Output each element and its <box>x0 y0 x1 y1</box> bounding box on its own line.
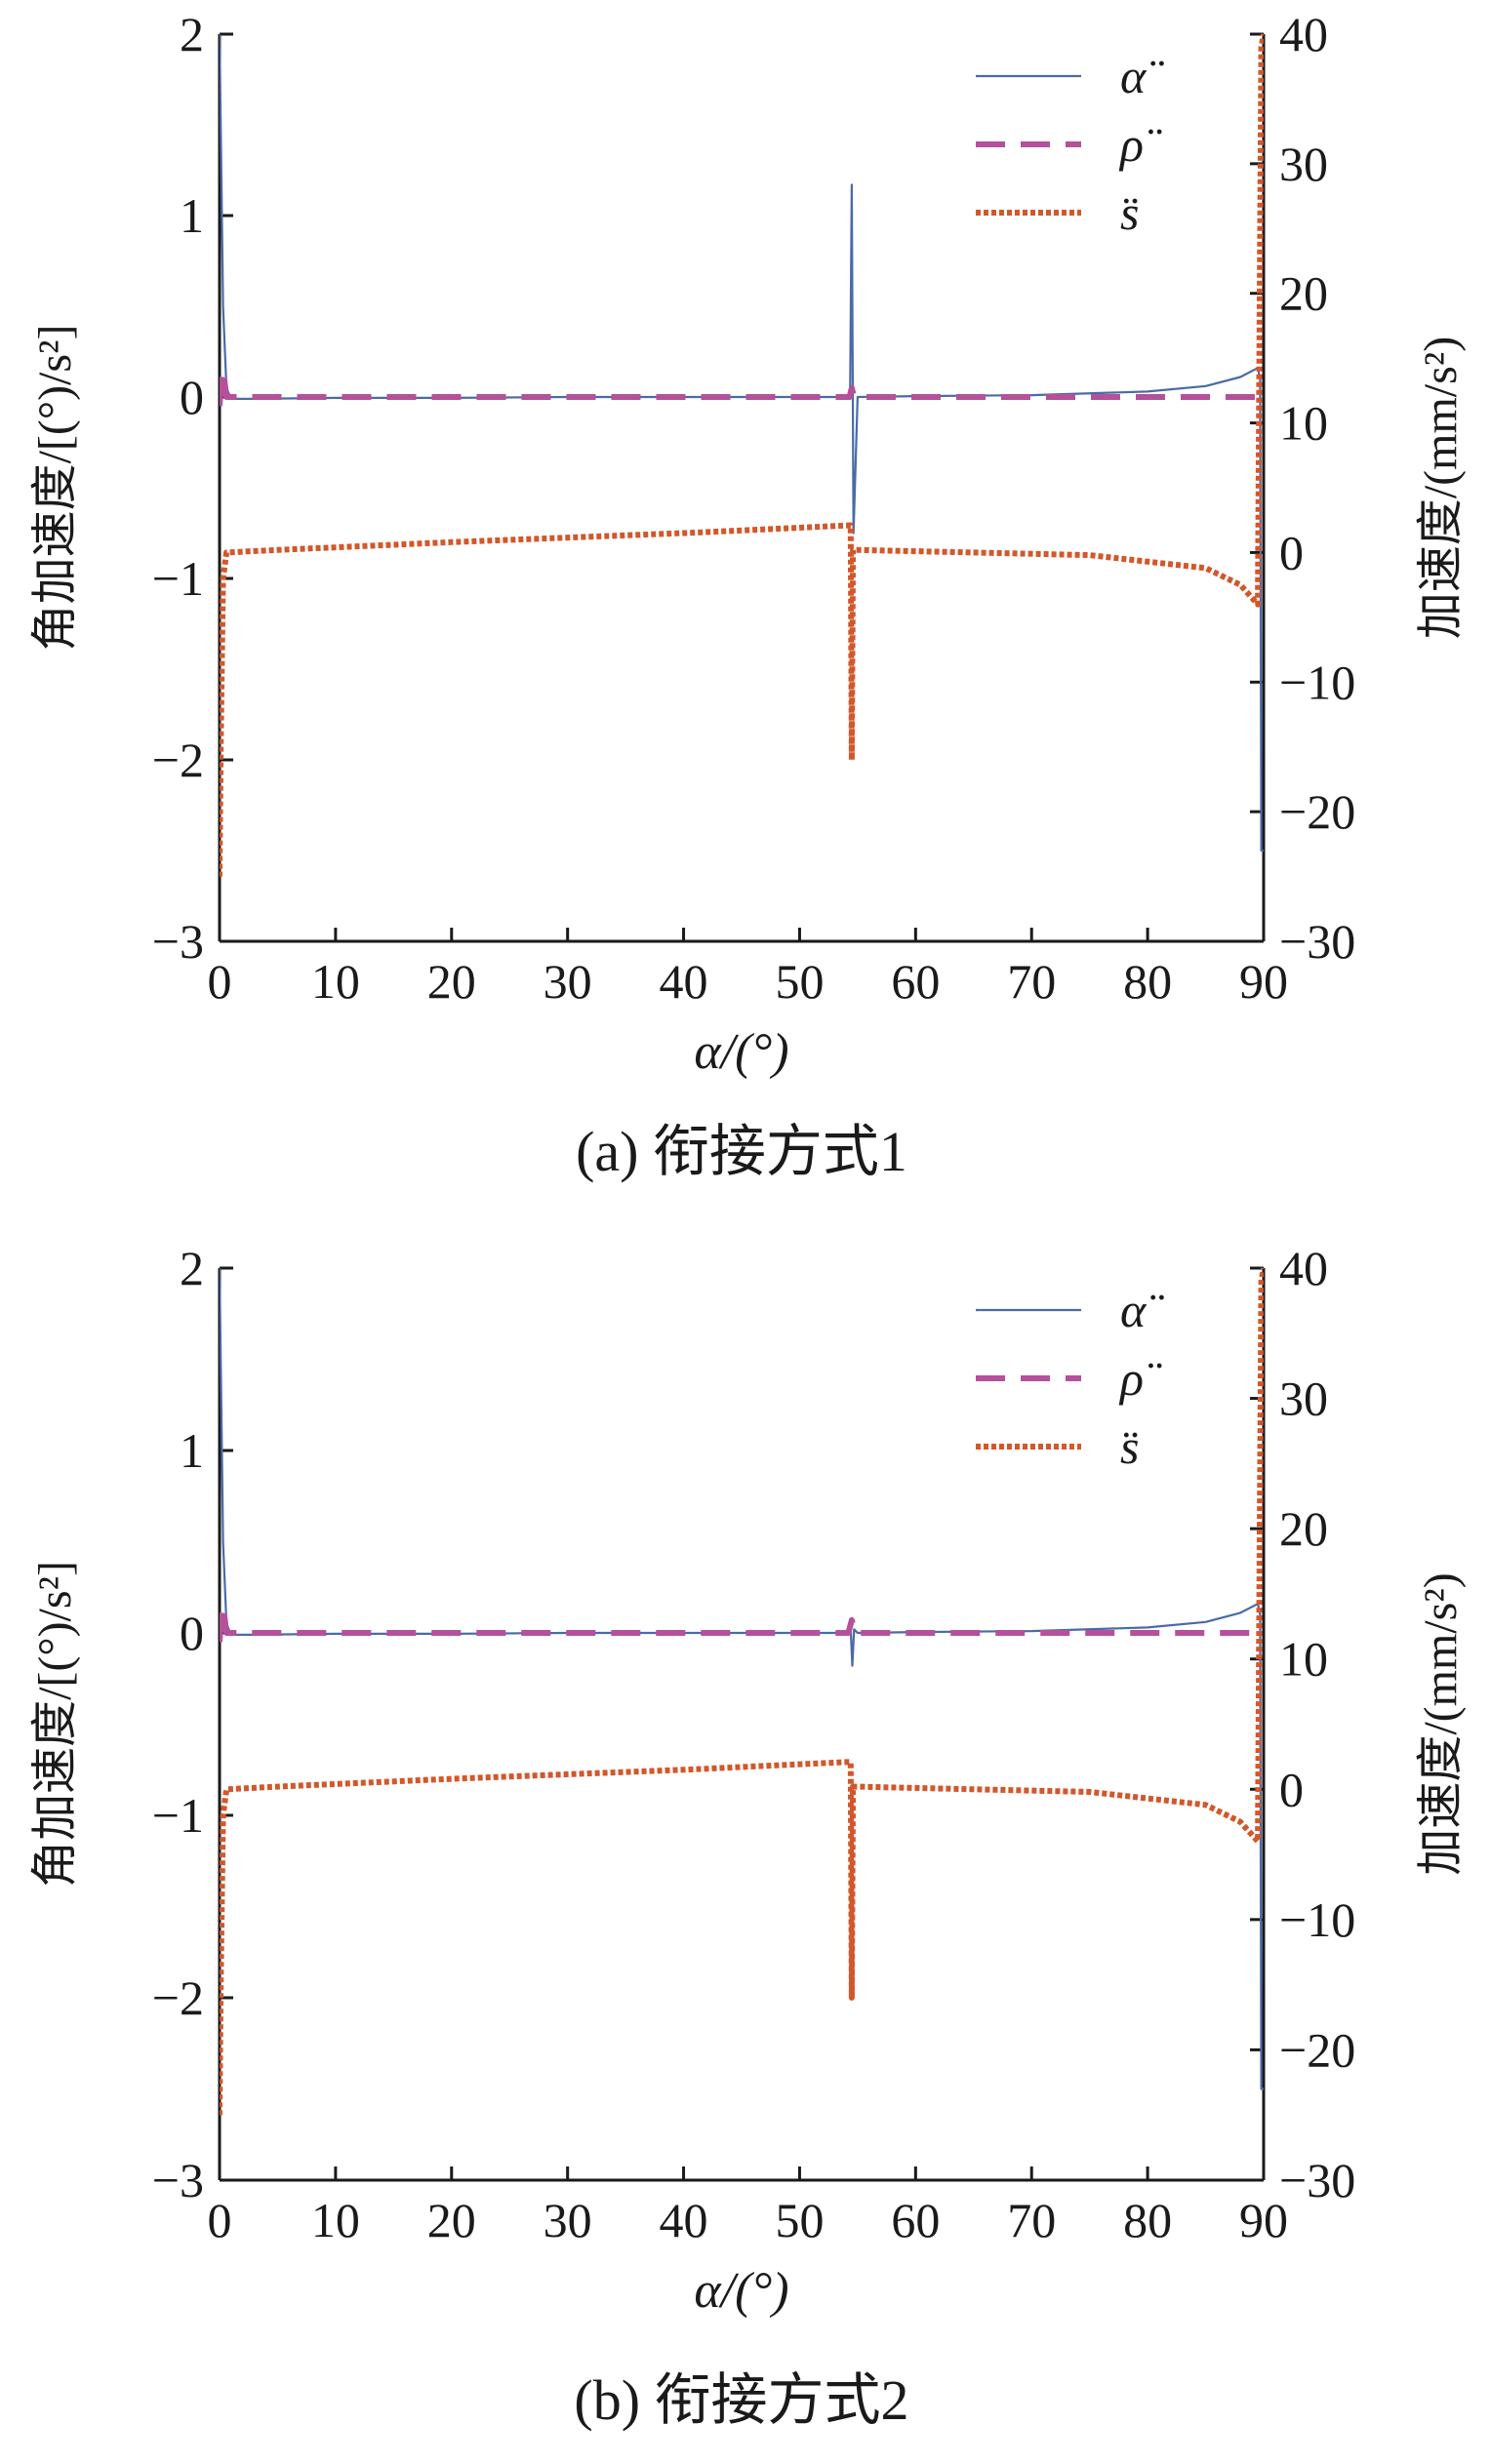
x-tick-label: 40 <box>660 954 708 1009</box>
y-left-tick-label: 2 <box>180 7 204 61</box>
y-right-tick-label: 0 <box>1279 1762 1304 1816</box>
y-left-tick-label: 1 <box>180 188 204 243</box>
y-right-tick-label: −30 <box>1279 2153 1355 2207</box>
y-right-tick-label: 20 <box>1279 1501 1328 1556</box>
y-left-tick-label: −1 <box>152 1788 204 1843</box>
x-tick-label: 40 <box>660 2193 708 2247</box>
x-tick-label: 80 <box>1123 2193 1172 2247</box>
panel-caption: (a) 衔接方式1 <box>576 1120 907 1183</box>
y-left-tick-label: 0 <box>180 370 204 424</box>
x-tick-label: 20 <box>427 2193 476 2247</box>
x-axis-label: α/(°) <box>694 2263 788 2319</box>
x-tick-label: 60 <box>891 2193 940 2247</box>
y-right-tick-label: 40 <box>1279 1241 1328 1295</box>
y-right-tick-label: −20 <box>1279 784 1355 839</box>
legend-label: s̈ <box>1120 1419 1139 1474</box>
y-left-tick-label: 2 <box>180 1241 204 1295</box>
y-left-tick-label: −2 <box>152 1970 204 2025</box>
y-axis-label-right: 加速度/(mm/s²) <box>1415 1572 1467 1875</box>
y-right-tick-label: 0 <box>1279 525 1304 579</box>
x-tick-label: 80 <box>1123 954 1172 1009</box>
x-tick-label: 0 <box>208 2193 232 2247</box>
series-line-alpha-ddot <box>220 33 1264 853</box>
y-right-tick-label: 10 <box>1279 396 1328 451</box>
y-axis-label-left: 角加速度/[(°)/s²] <box>29 325 81 652</box>
y-right-tick-label: −10 <box>1279 655 1355 709</box>
x-tick-label: 30 <box>544 2193 592 2247</box>
x-tick-label: 50 <box>775 2193 824 2247</box>
y-right-tick-label: 20 <box>1279 266 1328 321</box>
y-left-tick-label: −1 <box>152 551 204 606</box>
x-tick-label: 30 <box>544 954 592 1009</box>
x-tick-label: 70 <box>1007 2193 1056 2247</box>
panel-caption: (b) 衔接方式2 <box>574 2368 908 2432</box>
y-right-tick-label: 30 <box>1279 137 1328 191</box>
legend-label: s̈ <box>1120 185 1139 240</box>
y-axis-label-right: 加速度/(mm/s²) <box>1415 337 1467 639</box>
x-tick-label: 90 <box>1239 2193 1288 2247</box>
x-tick-label: 60 <box>891 954 940 1009</box>
series-line-rho-ddot <box>220 1603 1264 1643</box>
x-tick-label: 0 <box>208 954 232 1009</box>
series-line-alpha-ddot <box>220 1267 1264 2090</box>
y-right-tick-label: −10 <box>1279 1892 1355 1947</box>
x-tick-label: 10 <box>311 2193 360 2247</box>
legend-label: ρ̈ <box>1118 1351 1162 1406</box>
x-tick-label: 20 <box>427 954 476 1009</box>
y-left-tick-label: −3 <box>152 914 204 969</box>
x-tick-label: 10 <box>311 954 360 1009</box>
legend-label: ρ̈ <box>1118 117 1162 172</box>
y-right-tick-label: 30 <box>1279 1371 1328 1426</box>
legend: α̈ ρ̈ s̈ <box>976 1283 1164 1474</box>
y-left-tick-label: 0 <box>180 1606 204 1660</box>
y-axis-label-left: 角加速度/[(°)/s²] <box>29 1561 81 1888</box>
x-tick-label: 70 <box>1007 954 1056 1009</box>
y-right-tick-label: −20 <box>1279 2022 1355 2077</box>
series-line-s-ddot <box>220 1267 1264 2116</box>
x-axis-label: α/(°) <box>694 1024 788 1080</box>
x-tick-label: 50 <box>775 954 824 1009</box>
series-line-s-ddot <box>220 33 1264 877</box>
y-right-tick-label: 10 <box>1279 1632 1328 1687</box>
legend-label: α̈ <box>1120 49 1164 103</box>
chart-panel-b: 0 10 20 30 40 50 60 70 80 90210−1−2−3403020100−10… <box>29 1241 1467 2432</box>
series-line-rho-ddot <box>220 367 1264 407</box>
x-tick-label: 90 <box>1239 954 1288 1009</box>
legend-label: α̈ <box>1120 1283 1164 1337</box>
chart-panel-a: 0 10 20 30 40 50 60 70 80 90210−1−2−3403020100−10… <box>29 7 1467 1183</box>
y-left-tick-label: −3 <box>152 2153 204 2207</box>
y-left-tick-label: −2 <box>152 733 204 787</box>
legend: α̈ ρ̈ s̈ <box>976 49 1164 240</box>
y-right-tick-label: −30 <box>1279 914 1355 969</box>
y-right-tick-label: 40 <box>1279 7 1328 61</box>
y-left-tick-label: 1 <box>180 1423 204 1478</box>
